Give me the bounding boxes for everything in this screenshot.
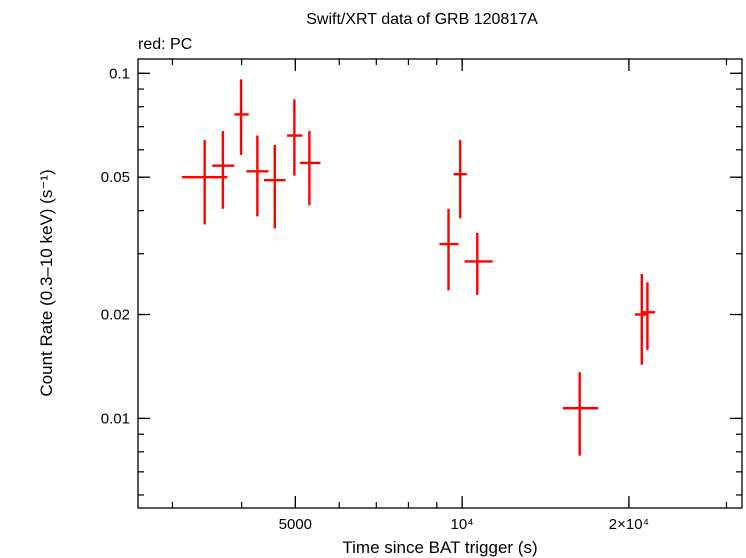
x-axis-ticks: 5000 10⁴ 2×10⁴ <box>279 59 649 533</box>
plot-frame <box>137 58 743 509</box>
data-point <box>641 282 656 350</box>
data-point <box>300 131 321 206</box>
y-tick-label: 0.05 <box>101 169 130 186</box>
y-tick-label: 0.01 <box>101 410 130 427</box>
x-tick-label: 2×10⁴ <box>609 516 649 533</box>
y-tick-label: 0.1 <box>109 65 130 82</box>
data-point <box>212 131 235 209</box>
data-point <box>439 208 459 291</box>
y-tick-label: 0.02 <box>101 307 130 324</box>
data-point <box>246 135 269 217</box>
chart-title: Swift/XRT data of GRB 120817A <box>306 11 538 28</box>
y-axis-label: Count Rate (0.3–10 keV) (s⁻¹) <box>37 169 56 396</box>
data-point <box>464 232 493 295</box>
data-point <box>234 79 249 155</box>
data-point <box>181 140 228 225</box>
y-axis-ticks: 0.01 0.02 0.05 0.1 <box>101 65 742 427</box>
data-points <box>181 79 656 456</box>
x-tick-label: 5000 <box>279 516 312 533</box>
data-point <box>287 99 303 176</box>
data-point <box>634 274 648 365</box>
minor-ticks <box>138 59 742 508</box>
data-point <box>264 144 286 229</box>
chart-subtitle: red: PC <box>138 36 192 53</box>
data-point <box>562 372 599 456</box>
x-axis-label: Time since BAT trigger (s) <box>342 538 537 557</box>
data-point <box>453 140 467 219</box>
x-tick-label: 10⁴ <box>451 516 474 533</box>
